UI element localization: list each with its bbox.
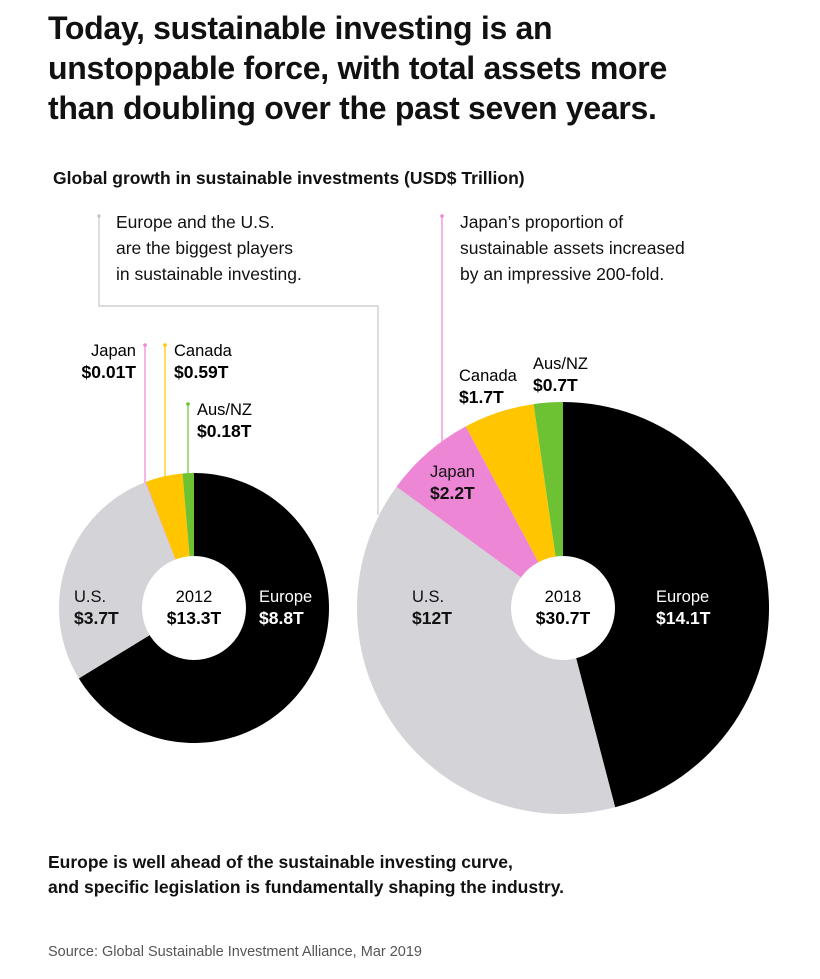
slice-japan-2018 — [396, 426, 563, 608]
center-year-2018: 2018 — [545, 588, 582, 606]
leader-dot-note-right — [440, 214, 444, 218]
donut-2018 — [357, 402, 770, 815]
label-value-ausnz-2018: $0.7T — [533, 375, 578, 395]
slice-europe-2018 — [563, 402, 770, 808]
leader-lines — [97, 214, 444, 515]
label-name-canada-2018: Canada — [459, 367, 518, 385]
headline-line-3: than doubling over the past seven years. — [48, 90, 657, 126]
center-total-2018: $30.7T — [536, 608, 591, 628]
label-name-europe-2018: Europe — [656, 588, 709, 606]
leader-dot-japan-2012 — [143, 343, 147, 347]
annotation-europe-us: Europe and the U.S. are the biggest play… — [116, 212, 302, 284]
slice-canada-2018 — [465, 404, 563, 608]
label-value-japan-2012: $0.01T — [82, 362, 137, 382]
label-value-ausnz-2012: $0.18T — [197, 421, 252, 441]
label-value-us-2012: $3.7T — [74, 608, 119, 628]
annotation-japan-growth: Japan’s proportion of sustainable assets… — [460, 212, 685, 284]
source-note: Source: Global Sustainable Investment Al… — [48, 944, 422, 960]
donut-hole-2018 — [511, 556, 615, 660]
label-name-ausnz-2018: Aus/NZ — [533, 355, 588, 373]
footer-takeaway: Europe is well ahead of the sustainable … — [48, 850, 564, 900]
label-name-europe-2012: Europe — [259, 588, 312, 606]
label-name-japan-2012: Japan — [91, 342, 136, 360]
slice-us-2012 — [59, 482, 195, 679]
chart-subtitle: Global growth in sustainable investments… — [53, 168, 525, 188]
label-name-us-2018: U.S. — [412, 588, 444, 606]
footer-line-1: Europe is well ahead of the sustainable … — [48, 852, 513, 872]
leader-dot-note-left — [97, 214, 101, 218]
label-value-europe-2012: $8.8T — [259, 608, 304, 628]
headline: Today, sustainable investing is an unsto… — [48, 8, 768, 128]
leader-line-note-left — [98, 216, 379, 515]
slice-us-2018 — [357, 486, 616, 815]
label-name-ausnz-2012: Aus/NZ — [197, 401, 252, 419]
label-value-canada-2018: $1.7T — [459, 387, 504, 407]
donut-hole-2012 — [142, 556, 246, 660]
slice-ausnz-2018 — [533, 402, 563, 608]
label-value-japan-2018: $2.2T — [430, 483, 475, 503]
footer-line-2: and specific legislation is fundamentall… — [48, 877, 565, 897]
labels-2012: Japan $0.01T Canada $0.59T Aus/NZ $0.18T… — [74, 342, 312, 628]
leader-dot-ausnz-2012 — [186, 402, 190, 406]
label-name-canada-2012: Canada — [174, 342, 233, 360]
center-total-2012: $13.3T — [167, 608, 222, 628]
label-value-canada-2012: $0.59T — [174, 362, 229, 382]
label-name-japan-2018: Japan — [430, 463, 475, 481]
labels-2018: Canada $1.7T Aus/NZ $0.7T Japan $2.2T U.… — [412, 355, 711, 628]
label-value-europe-2018: $14.1T — [656, 608, 711, 628]
headline-line-1: Today, sustainable investing is an — [48, 10, 553, 46]
center-year-2012: 2012 — [176, 588, 213, 606]
donut-2012 — [59, 473, 330, 743]
label-value-us-2018: $12T — [412, 608, 452, 628]
label-name-us-2012: U.S. — [74, 588, 106, 606]
headline-line-2: unstoppable force, with total assets mor… — [48, 50, 667, 86]
leader-dot-canada-2012 — [163, 343, 167, 347]
